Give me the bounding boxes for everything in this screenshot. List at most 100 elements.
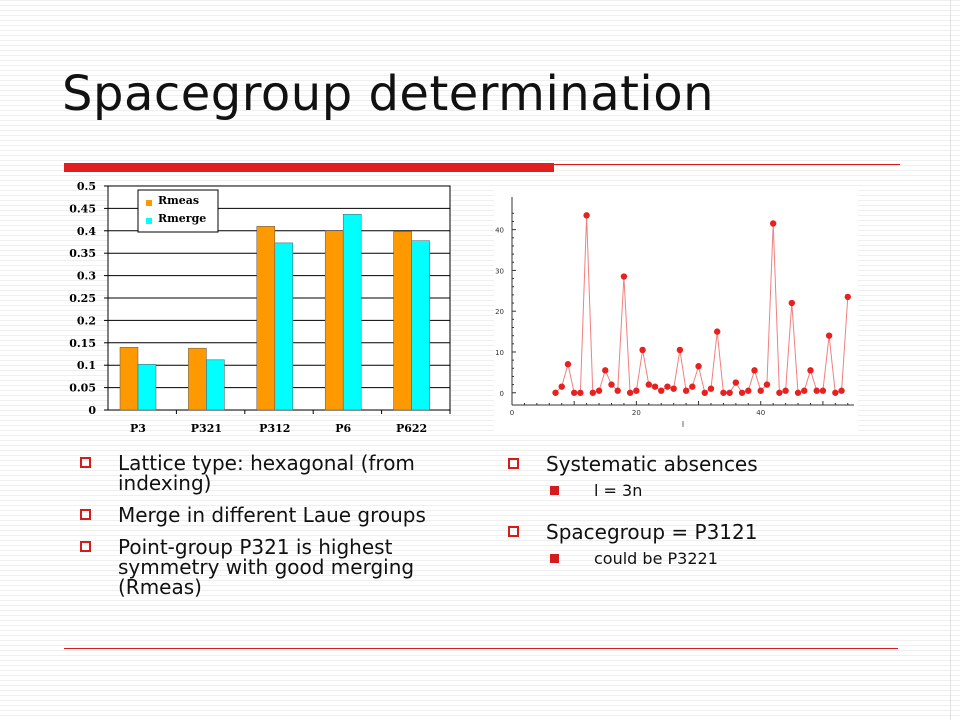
- data-point: [664, 383, 671, 390]
- x-tick-label: 20: [632, 409, 641, 417]
- data-point: [720, 389, 727, 396]
- data-point: [701, 389, 708, 396]
- bullet-text: Merge in different Laue groups: [118, 503, 426, 527]
- data-point: [614, 387, 621, 394]
- y-tick-label: 10: [495, 349, 504, 357]
- sub-bullet-item: l = 3n: [546, 481, 898, 501]
- data-point: [751, 367, 758, 374]
- bullet-box-icon: [508, 458, 519, 469]
- bar-rmerge: [137, 364, 157, 411]
- data-point: [745, 387, 752, 394]
- y-tick-label: 0.35: [69, 247, 96, 260]
- bar-rmeas: [119, 347, 139, 411]
- data-point: [714, 328, 721, 335]
- y-tick-label: 0.2: [77, 314, 96, 327]
- right-bullet-list: Systematic absences l = 3n Spacegroup = …: [498, 453, 898, 569]
- data-point: [602, 367, 609, 374]
- sub-bullet-text: l = 3n: [594, 481, 643, 500]
- bullet-box-icon: [80, 541, 91, 552]
- legend-label-rmerge: Rmerge: [158, 212, 206, 225]
- bullet-text: Lattice type: hexagonal (from indexing): [118, 451, 415, 495]
- data-point: [825, 332, 833, 339]
- data-point: [819, 387, 827, 394]
- data-point: [682, 387, 690, 394]
- y-tick-label: 20: [495, 308, 504, 316]
- data-point: [782, 387, 789, 394]
- bar-rmeas: [188, 347, 207, 411]
- data-point: [776, 389, 783, 396]
- data-point: [707, 385, 715, 392]
- sub-bullet-text: could be P3221: [594, 549, 718, 568]
- data-point: [620, 273, 628, 280]
- y-tick-label: 0.15: [69, 337, 96, 350]
- data-point: [626, 389, 634, 396]
- data-point: [633, 387, 640, 394]
- x-tick-label: 40: [756, 409, 765, 417]
- data-point: [645, 381, 652, 388]
- sub-bullet-list: could be P3221: [546, 549, 898, 569]
- y-tick-label: 0: [500, 390, 504, 398]
- data-point: [738, 389, 746, 396]
- legend-swatch-rmeas: [146, 200, 152, 206]
- bar-rmerge: [411, 240, 430, 411]
- bullet-text: Systematic absences: [546, 452, 758, 476]
- bullet-text: Spacegroup = P3121: [546, 520, 758, 544]
- bullet-box-icon: [80, 457, 91, 468]
- y-tick-label: 0.05: [69, 382, 96, 395]
- bar-rmeas: [256, 226, 276, 411]
- data-point: [801, 387, 808, 394]
- data-point: [670, 385, 677, 392]
- data-point: [838, 387, 845, 394]
- data-point: [807, 367, 814, 374]
- data-point: [726, 389, 733, 396]
- data-point: [813, 387, 820, 394]
- y-tick-label: 0: [88, 404, 96, 417]
- legend-label-rmeas: Rmeas: [158, 194, 199, 207]
- bar-rmerge: [342, 213, 362, 411]
- bullet-text: Point-group P321 is highest symmetry wit…: [118, 535, 415, 599]
- sub-bullet-square-icon: [550, 486, 559, 495]
- bullet-item: Lattice type: hexagonal (from indexing): [70, 453, 470, 493]
- sub-bullet-item: could be P3221: [546, 549, 898, 569]
- data-point: [832, 389, 839, 396]
- data-point: [788, 299, 796, 307]
- slide-right-border: [950, 0, 951, 720]
- bar-rmeas: [393, 231, 412, 411]
- data-point: [794, 389, 802, 396]
- data-point: [844, 293, 851, 301]
- bar-chart: 0 0.05 0.1 0.15 0.2 0.25 0.3 0.35 0.4 0.45 0.5 P3 P3…: [69, 180, 451, 435]
- data-point: [695, 363, 702, 370]
- bar-rmerge: [206, 359, 225, 411]
- data-point: [552, 389, 559, 396]
- legend-box: [137, 189, 219, 233]
- bullet-box-icon: [80, 509, 91, 520]
- title-rule-thick: [64, 163, 554, 172]
- x-tick-label: 0: [510, 409, 514, 417]
- page-title: Spacegroup determination: [62, 66, 715, 122]
- data-point: [608, 381, 615, 388]
- y-tick-label: 0.4: [77, 225, 96, 238]
- data-point: [577, 389, 584, 396]
- x-tick-label: P622: [396, 422, 427, 435]
- bar-rmerge: [274, 242, 294, 411]
- data-point: [651, 383, 659, 390]
- y-tick-label: 40: [495, 227, 504, 235]
- data-point: [595, 387, 603, 394]
- data-point: [763, 381, 771, 388]
- bar-rmeas: [324, 230, 344, 411]
- y-tick-label: 0.25: [69, 292, 96, 305]
- scatter-chart: 0 10 20 30 40 0 20 40 l: [494, 187, 858, 434]
- data-point: [583, 212, 590, 219]
- x-tick-label: P6: [335, 422, 351, 435]
- data-point: [689, 383, 696, 390]
- bullet-box-icon: [508, 526, 519, 537]
- data-point: [757, 387, 764, 394]
- data-point: [639, 346, 646, 354]
- data-point: [658, 387, 665, 394]
- y-tick-label: 0.1: [77, 359, 96, 372]
- bullet-item: Merge in different Laue groups: [70, 505, 470, 525]
- x-tick-label: P312: [259, 422, 290, 435]
- y-tick-label: 0.5: [77, 180, 96, 193]
- footer-rule: [64, 648, 898, 649]
- data-point: [589, 389, 597, 396]
